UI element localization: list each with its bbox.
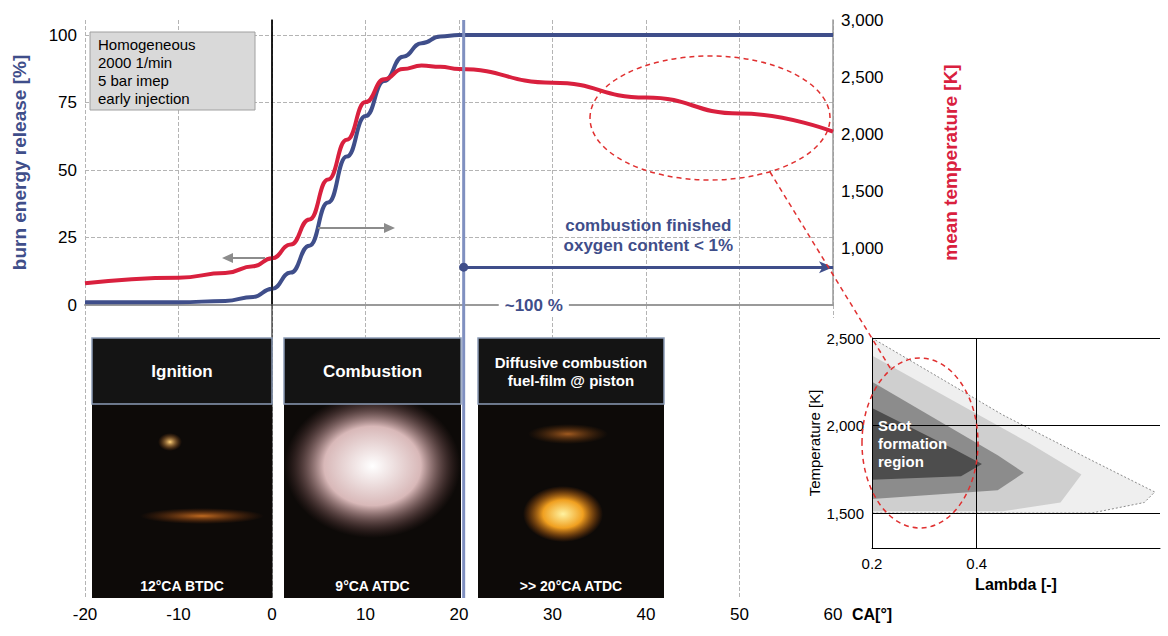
svg-text:10: 10 (356, 605, 375, 624)
svg-text:2,000: 2,000 (841, 125, 884, 144)
svg-text:0: 0 (267, 605, 276, 624)
svg-text:100: 100 (49, 26, 77, 45)
svg-text:-10: -10 (166, 605, 191, 624)
svg-text:40: 40 (637, 605, 656, 624)
svg-text:Combustion: Combustion (323, 362, 422, 381)
svg-text:50: 50 (58, 161, 77, 180)
svg-text:25: 25 (58, 228, 77, 247)
svg-text:Soot: Soot (878, 417, 911, 434)
svg-text:2,000: 2,000 (826, 417, 864, 434)
svg-text:>> 20°CA ATDC: >> 20°CA ATDC (520, 578, 622, 594)
svg-text:60: 60 (824, 605, 843, 624)
svg-text:Ignition: Ignition (151, 362, 212, 381)
svg-text:2,500: 2,500 (826, 330, 864, 347)
svg-text:2,500: 2,500 (841, 68, 884, 87)
svg-text:mean temperature [K]: mean temperature [K] (940, 64, 961, 260)
svg-text:75: 75 (58, 93, 77, 112)
svg-text:20: 20 (450, 605, 469, 624)
svg-text:CA[°]: CA[°] (852, 606, 892, 623)
svg-text:~100 %: ~100 % (505, 296, 563, 315)
svg-text:Lambda [-]: Lambda [-] (975, 576, 1057, 593)
svg-text:2000 1/min: 2000 1/min (98, 54, 172, 71)
svg-text:-20: -20 (73, 605, 98, 624)
svg-text:1,500: 1,500 (841, 182, 884, 201)
svg-text:50: 50 (730, 605, 749, 624)
svg-text:3,000: 3,000 (841, 11, 884, 30)
svg-text:fuel-film @ piston: fuel-film @ piston (508, 372, 634, 389)
svg-text:1,000: 1,000 (841, 239, 884, 258)
svg-text:12°CA BTDC: 12°CA BTDC (140, 578, 224, 594)
svg-text:0: 0 (68, 296, 77, 315)
svg-text:formation: formation (878, 435, 947, 452)
svg-text:Homogeneous: Homogeneous (98, 36, 196, 53)
svg-text:oxygen content < 1%: oxygen content < 1% (564, 236, 734, 255)
svg-text:Temperature [K]: Temperature [K] (806, 390, 823, 497)
svg-text:0.2: 0.2 (862, 555, 883, 572)
svg-text:Diffusive combustion: Diffusive combustion (495, 354, 648, 371)
svg-text:5 bar imep: 5 bar imep (98, 72, 169, 89)
svg-text:0.4: 0.4 (966, 555, 987, 572)
svg-text:early injection: early injection (98, 90, 190, 107)
svg-text:combustion finished: combustion finished (565, 216, 731, 235)
svg-text:9°CA ATDC: 9°CA ATDC (335, 578, 409, 594)
svg-text:30: 30 (543, 605, 562, 624)
svg-text:burn energy release [%]: burn energy release [%] (9, 55, 30, 270)
svg-text:1,500: 1,500 (826, 505, 864, 522)
svg-text:region: region (878, 453, 924, 470)
